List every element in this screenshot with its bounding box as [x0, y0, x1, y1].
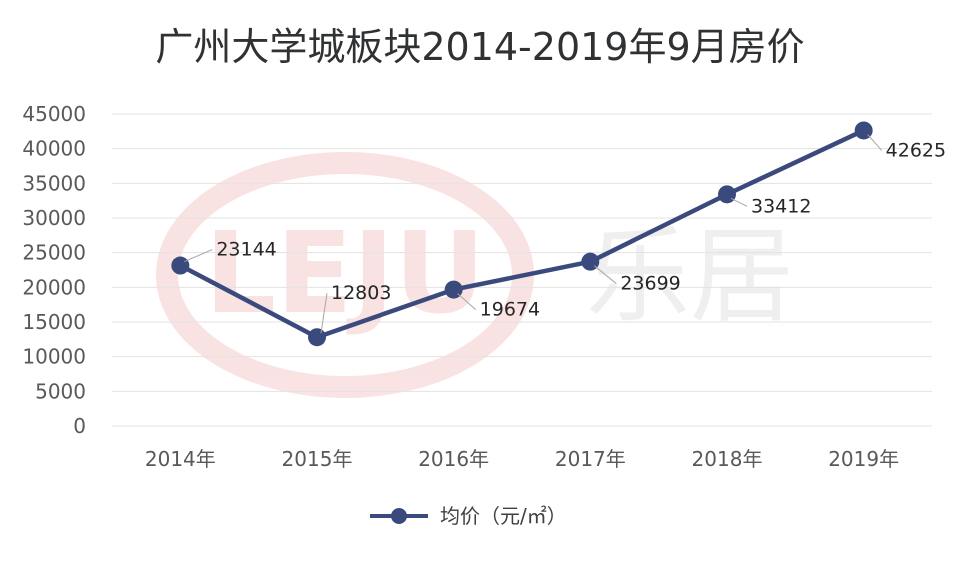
- data-label-leader: [184, 249, 213, 262]
- data-label-leader: [457, 293, 476, 310]
- data-label: 23144: [216, 239, 276, 261]
- data-point: [171, 256, 190, 275]
- y-tick-label: 45000: [22, 102, 86, 126]
- data-label: 23699: [620, 273, 680, 295]
- data-label: 33412: [751, 195, 811, 217]
- y-tick-label: 40000: [22, 137, 86, 161]
- svg-text:LEJU: LEJU: [205, 209, 486, 339]
- y-tick-label: 10000: [22, 345, 86, 369]
- series-layer: [171, 121, 873, 347]
- data-labels: 23144 12803 19674 23699 33412 42625: [184, 134, 946, 334]
- data-label-leader: [867, 134, 883, 151]
- legend-label: 均价（元/㎡）: [440, 504, 567, 528]
- x-tick-label: 2017年: [555, 447, 626, 471]
- data-point: [308, 328, 326, 347]
- data-label: 19674: [480, 299, 540, 321]
- legend-marker-swatch: [391, 508, 407, 524]
- grid-lines: [112, 113, 932, 427]
- data-label-leader: [730, 197, 748, 207]
- y-axis: 0 5000 10000 15000 20000 25000 30000 35000 40000…: [22, 102, 86, 438]
- data-label-leader: [320, 293, 328, 334]
- y-tick-label: 30000: [22, 206, 86, 230]
- y-tick-label: 35000: [22, 171, 86, 195]
- legend: 均价（元/㎡）: [370, 504, 567, 528]
- y-tick-label: 20000: [22, 275, 86, 299]
- data-label: 12803: [331, 282, 391, 304]
- x-tick-label: 2019年: [828, 447, 899, 471]
- x-tick-label: 2018年: [692, 447, 763, 471]
- data-label-leader: [594, 265, 617, 285]
- y-tick-label: 0: [73, 414, 86, 438]
- leju-watermark-logo: LEJU 乐居: [156, 152, 794, 398]
- chart-title: 广州大学城板块2014-2019年9月房价: [155, 25, 804, 69]
- y-tick-label: 25000: [22, 241, 86, 265]
- data-label: 42625: [886, 139, 946, 161]
- x-tick-label: 2014年: [145, 447, 216, 471]
- y-tick-label: 15000: [22, 310, 86, 334]
- data-point: [718, 185, 736, 204]
- series-line: [179, 128, 865, 340]
- x-tick-label: 2016年: [418, 447, 489, 471]
- y-tick-label: 5000: [35, 379, 86, 403]
- x-tick-label: 2015年: [282, 447, 353, 471]
- svg-text:乐居: 乐居: [586, 215, 794, 337]
- x-axis: 2014年 2015年 2016年 2017年 2018年 2019年: [145, 447, 899, 471]
